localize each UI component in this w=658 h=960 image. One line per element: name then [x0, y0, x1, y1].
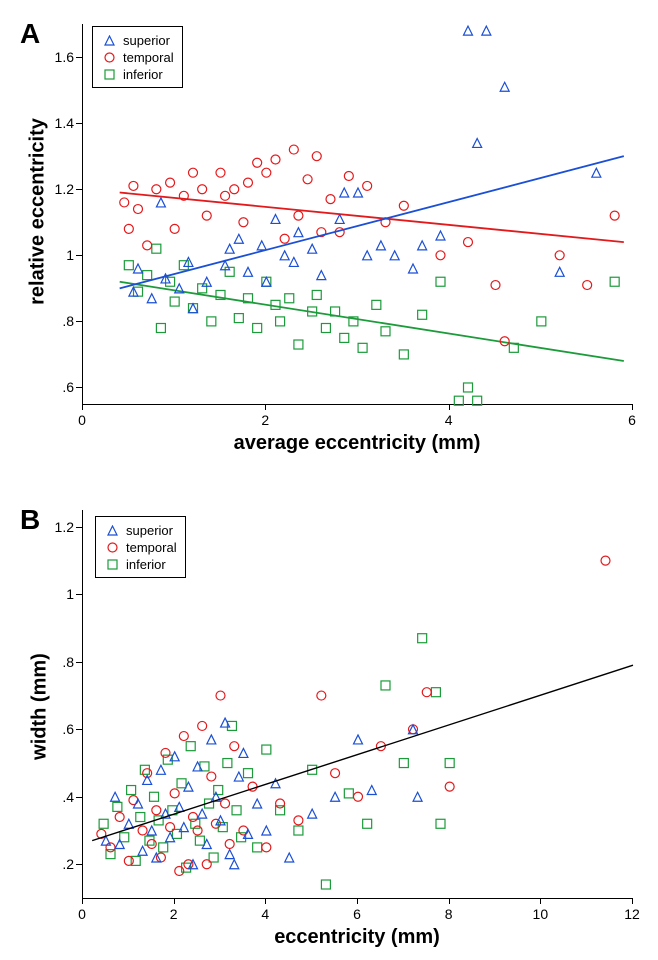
y-tick-label: .2 — [48, 856, 74, 872]
legend-item-inferior: inferior — [99, 66, 174, 82]
legend-item-temporal: temporal — [99, 49, 174, 65]
x-tick-label: 12 — [624, 906, 640, 922]
x-tick-label: 2 — [170, 906, 178, 922]
legend-item-superior: superior — [99, 32, 174, 48]
panel-b-label: B — [20, 504, 40, 536]
panel-b-xlabel: eccentricity (mm) — [82, 926, 632, 949]
inferior-marker-icon — [99, 69, 119, 80]
panel-b-legend: superior temporal inferior — [95, 516, 186, 578]
x-tick-label: 4 — [261, 906, 269, 922]
panel-a-legend: superior temporal inferior — [92, 26, 183, 88]
y-tick-label: 1 — [48, 247, 74, 263]
legend-label: inferior — [126, 557, 166, 572]
y-tick-label: 1.6 — [48, 49, 74, 65]
panel-a-label: A — [20, 18, 40, 50]
superior-marker-icon — [102, 525, 122, 536]
x-tick-label: 10 — [533, 906, 549, 922]
legend-label: temporal — [126, 540, 177, 555]
x-tick-label: 6 — [353, 906, 361, 922]
x-tick-label: 0 — [78, 906, 86, 922]
legend-label: inferior — [123, 67, 163, 82]
x-tick-label: 6 — [628, 412, 636, 428]
legend-item-superior: superior — [102, 522, 177, 538]
y-tick-label: .8 — [48, 654, 74, 670]
legend-label: superior — [126, 523, 173, 538]
x-tick-label: 8 — [445, 906, 453, 922]
y-tick-label: .8 — [48, 313, 74, 329]
y-tick-label: .6 — [48, 379, 74, 395]
inferior-marker-icon — [102, 559, 122, 570]
legend-item-temporal: temporal — [102, 539, 177, 555]
y-tick-label: 1.2 — [48, 519, 74, 535]
legend-label: temporal — [123, 50, 174, 65]
panel-a-xlabel: average eccentricity (mm) — [82, 432, 632, 455]
legend-item-inferior: inferior — [102, 556, 177, 572]
temporal-marker-icon — [102, 542, 122, 553]
y-tick-label: 1.2 — [48, 181, 74, 197]
superior-marker-icon — [99, 35, 119, 46]
x-tick-label: 0 — [78, 412, 86, 428]
y-tick-label: 1 — [48, 586, 74, 602]
y-tick-label: .6 — [48, 721, 74, 737]
legend-label: superior — [123, 33, 170, 48]
panel-a-ylabel: relative eccentricity — [27, 112, 50, 312]
x-tick-label: 2 — [261, 412, 269, 428]
y-tick-label: 1.4 — [48, 115, 74, 131]
x-tick-label: 4 — [445, 412, 453, 428]
y-tick-label: .4 — [48, 789, 74, 805]
temporal-marker-icon — [99, 52, 119, 63]
figure-container: A relative eccentricity average eccentri… — [0, 0, 658, 960]
